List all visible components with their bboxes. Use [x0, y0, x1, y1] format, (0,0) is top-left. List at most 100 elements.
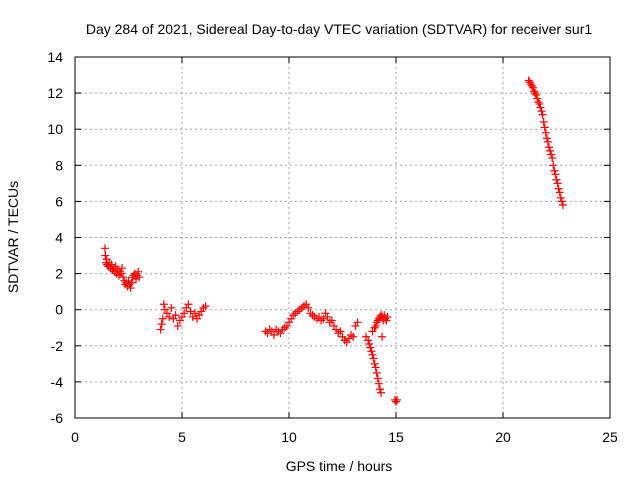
data-point [184, 300, 193, 309]
x-tick-label: 20 [495, 429, 511, 445]
data-point [336, 327, 345, 336]
data-point [540, 123, 549, 132]
data-point [538, 110, 547, 119]
data-point [299, 302, 308, 311]
data-point [536, 103, 545, 112]
y-tick-label: -2 [51, 338, 64, 354]
data-point [371, 363, 380, 372]
data-point [160, 305, 169, 314]
data-point [377, 311, 386, 320]
data-point [192, 314, 201, 323]
data-point [552, 175, 561, 184]
data-point [325, 318, 334, 327]
data-point [173, 321, 182, 330]
y-tick-label: 0 [55, 302, 63, 318]
data-point [378, 332, 387, 341]
data-point [114, 271, 123, 280]
data-point [365, 339, 374, 348]
data-point [546, 146, 555, 155]
data-point [340, 336, 349, 345]
data-point [349, 332, 358, 341]
data-point [548, 154, 557, 163]
data-point [557, 197, 566, 206]
data-point [314, 312, 323, 321]
y-tick-label: -6 [51, 410, 64, 426]
data-point [302, 300, 311, 309]
data-point [541, 128, 550, 137]
data-point [553, 179, 562, 188]
chart-title: Day 284 of 2021, Sidereal Day-to-day VTE… [86, 21, 592, 37]
data-point [119, 273, 128, 282]
data-point [378, 312, 387, 321]
data-point [321, 309, 330, 318]
data-point [180, 309, 189, 318]
data-point [353, 318, 362, 327]
data-point [379, 316, 388, 325]
data-point [375, 385, 384, 394]
data-point [532, 90, 541, 99]
data-point [134, 267, 143, 276]
data-point [371, 321, 380, 330]
data-point [100, 244, 109, 253]
data-point [393, 395, 402, 404]
y-axis-label: SDTVAR / TECUs [5, 181, 21, 293]
data-point [169, 314, 178, 323]
y-tick-label: 6 [55, 193, 63, 209]
x-tick-label: 10 [281, 429, 297, 445]
data-point [295, 305, 304, 314]
data-point [373, 374, 382, 383]
data-point [195, 311, 204, 320]
data-point [158, 314, 167, 323]
data-point [157, 320, 166, 329]
data-point [556, 193, 565, 202]
data-point [278, 325, 287, 334]
data-point [274, 327, 283, 336]
data-point [289, 311, 298, 320]
data-point [199, 303, 208, 312]
data-point [368, 350, 377, 359]
data-point [327, 316, 336, 325]
data-point [127, 278, 136, 287]
data-point [285, 318, 293, 327]
data-point [549, 161, 558, 170]
data-point [347, 330, 356, 339]
y-tick-label: 14 [47, 49, 63, 65]
data-point [351, 321, 360, 330]
data-point [558, 201, 567, 210]
data-point [543, 137, 552, 146]
data-point [531, 89, 540, 98]
data-point [528, 83, 537, 92]
data-point [197, 307, 206, 316]
data-point [551, 170, 560, 179]
x-axis-label: GPS time / hours [286, 458, 393, 474]
data-point [370, 323, 379, 332]
data-point [188, 312, 197, 321]
data-point [323, 312, 332, 321]
data-point [550, 166, 559, 175]
data-point [370, 359, 379, 368]
data-point [201, 302, 210, 311]
data-point [545, 143, 554, 152]
data-point [263, 329, 272, 338]
data-point [344, 334, 353, 343]
data-point [291, 309, 300, 318]
data-point [362, 332, 371, 341]
data-point [118, 264, 127, 273]
data-point [369, 354, 378, 363]
data-point [547, 150, 556, 159]
data-point [293, 307, 302, 316]
data-point [539, 117, 548, 126]
data-point [367, 347, 376, 356]
x-tick-label: 5 [178, 429, 186, 445]
data-point [332, 325, 341, 334]
tick-labels: 0 5 10 15 20 25 -6 -4 -2 0 2 4 6 8 10 12 14 [47, 49, 618, 445]
data-point [182, 303, 191, 312]
data-point [308, 311, 317, 320]
data-point [374, 379, 383, 388]
data-point [364, 336, 373, 345]
y-tick-label: 2 [55, 266, 63, 282]
y-tick-label: -4 [51, 374, 64, 390]
data-point [317, 316, 326, 325]
data-point [306, 309, 315, 318]
